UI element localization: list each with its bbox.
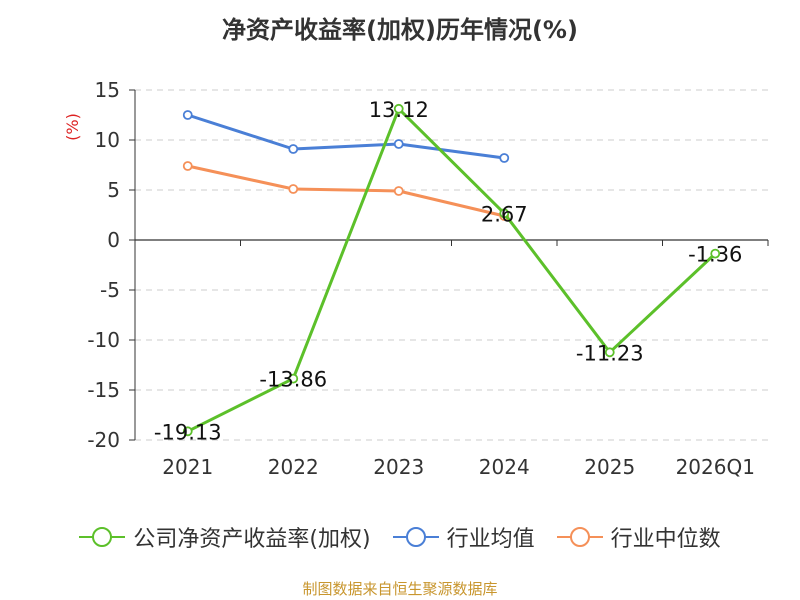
data-label: 13.12 [369,98,429,122]
data-label: -11.23 [576,341,644,365]
y-tick-label: 0 [107,228,120,252]
data-label: -19.13 [154,420,222,444]
data-point [393,186,404,196]
data-point [604,347,615,358]
legend-marker-icon [556,527,603,547]
data-point [499,208,510,219]
data-point [499,153,510,163]
x-tick-label: 2021 [162,455,213,479]
y-tick-label: -20 [87,428,120,452]
data-point [182,110,193,120]
data-point [393,103,404,114]
legend-label: 行业中位数 [610,527,721,552]
legend-label: 行业均值 [446,527,535,552]
legend-item[interactable]: 行业均值 [392,521,535,553]
legend-item[interactable]: 公司净资产收益率(加权) [79,521,371,553]
legend-item[interactable]: 行业中位数 [556,521,721,553]
data-point [182,426,193,437]
data-point [393,139,404,149]
x-tick-label: 2023 [373,455,424,479]
data-point [710,248,721,259]
y-tick-label: -10 [87,328,120,352]
chart-title: 净资产收益率(加权)历年情况(%) [222,16,578,44]
data-point [288,144,299,154]
x-tick-label: 2025 [584,455,635,479]
legend: 公司净资产收益率(加权) 行业均值 行业中位数 [0,521,800,553]
data-point [288,184,299,194]
data-label: 2.67 [481,202,528,226]
x-tick-label: 2024 [479,455,530,479]
x-tick-label: 2022 [268,455,319,479]
legend-marker-icon [392,527,439,547]
y-tick-label: -5 [100,278,120,302]
y-tick-label: 5 [107,178,120,202]
data-label: -13.86 [259,368,327,392]
series-line [187,113,505,160]
data-point [288,373,299,384]
data-point [182,161,193,171]
data-label: -1.36 [688,243,742,267]
y-tick-label: 10 [95,128,120,152]
y-tick-label: 15 [95,78,120,102]
x-tick-label: 2026Q1 [676,455,755,479]
data-source-note: 制图数据来自恒生聚源数据库 [302,580,498,598]
series-line [187,107,717,433]
legend-label: 公司净资产收益率(加权) [133,527,371,552]
y-axis-label: (%) [63,113,82,141]
legend-marker-icon [79,527,126,547]
series-line [187,164,505,218]
y-tick-label: -15 [87,378,120,402]
